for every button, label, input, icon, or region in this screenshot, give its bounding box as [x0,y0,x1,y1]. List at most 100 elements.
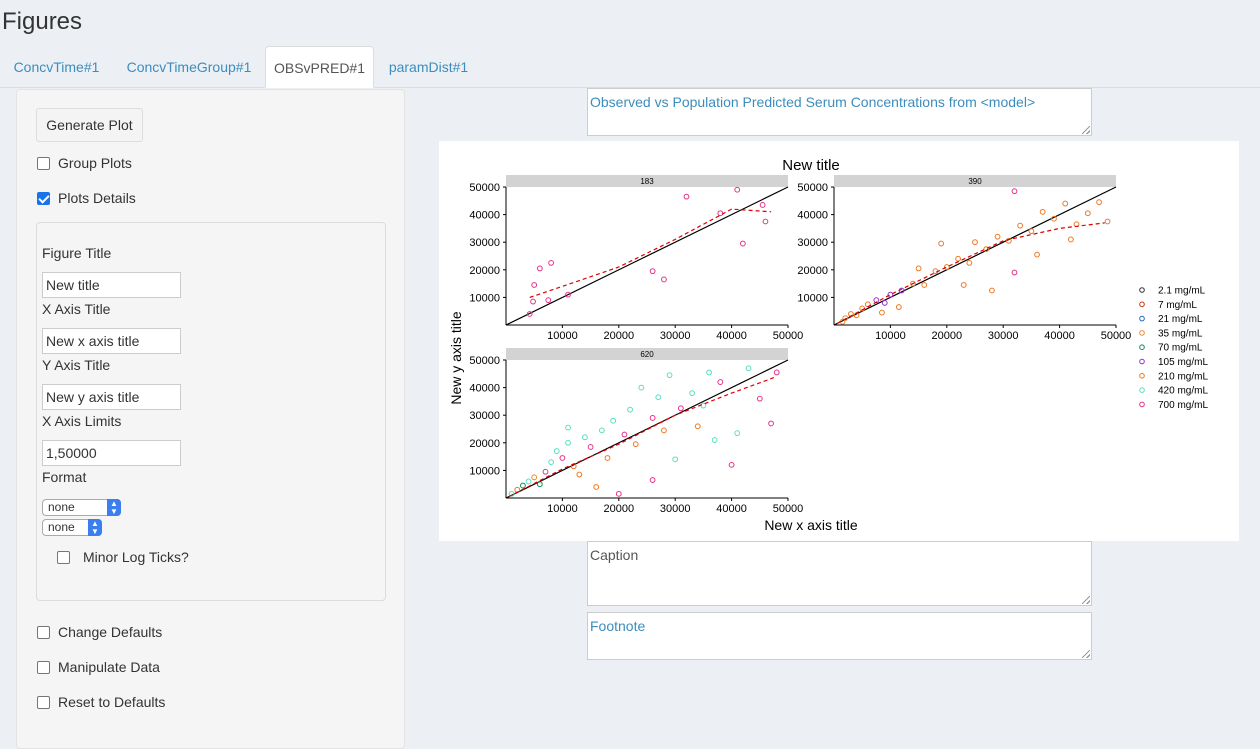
data-point [621,431,628,438]
checkbox-icon[interactable] [37,625,50,639]
data-point [910,280,916,287]
y-tick-label: 20000 [469,438,500,450]
y-tick-label: 20000 [469,265,500,277]
group-plots-checkbox[interactable]: Group Plots [37,155,132,171]
caption-textarea[interactable]: Caption [587,541,1092,606]
plot-area: New title New x axis title New y axis titl… [439,141,1239,541]
reset-defaults-checkbox[interactable]: Reset to Defaults [37,694,165,710]
data-point [661,276,667,283]
data-point [842,315,849,322]
data-point [943,264,950,270]
tab-obsvpred[interactable]: OBSvPRED#1 [265,46,374,88]
checkbox-icon[interactable] [37,660,50,674]
data-point [655,394,662,401]
data-point [1034,251,1040,258]
legend-marker [1139,387,1145,393]
plots-details-checkbox[interactable]: Plots Details [37,190,136,206]
resize-handle-icon[interactable] [1082,596,1090,604]
x-axis-title-input[interactable] [42,328,181,354]
y-tick-label: 30000 [797,237,828,249]
data-point [520,482,526,489]
legend-label: 35 mg/mL [1158,328,1203,339]
minor-log-ticks-label: Minor Log Ticks? [83,549,189,565]
data-point [1051,215,1057,222]
data-point [759,202,766,208]
manipulate-data-checkbox[interactable]: Manipulate Data [37,659,160,675]
resize-handle-icon[interactable] [1082,650,1090,658]
legend-marker [1139,287,1145,293]
format-select-1[interactable]: none ▲ ▼ [42,499,121,516]
x-tick-label: 30000 [988,330,1019,342]
data-point [745,365,752,372]
identity-line [833,186,1117,326]
data-point [694,423,701,430]
data-point [666,372,673,379]
facet-strip [506,175,788,187]
format-label: Format [42,469,87,485]
y-tick-label: 20000 [797,265,828,277]
x-tick-label: 30000 [660,503,691,515]
data-point [604,455,611,461]
facet-strip [506,348,788,360]
manipulate-data-label: Manipulate Data [58,659,160,675]
data-point [514,486,521,493]
data-point [582,434,588,441]
data-point [955,255,961,262]
data-point [734,186,741,193]
legend-label: 7 mg/mL [1158,300,1197,311]
data-point [683,193,690,200]
x-tick-label: 20000 [603,503,634,515]
resize-handle-icon[interactable] [1082,126,1090,134]
x-tick-label: 50000 [773,503,804,515]
figure-title-input[interactable] [42,272,181,298]
x-tick-label: 50000 [773,330,804,342]
data-point [1039,208,1046,215]
checkbox-icon[interactable] [37,695,50,709]
checkbox-icon[interactable] [57,550,70,564]
data-point [1067,236,1074,243]
y-tick-label: 30000 [469,410,500,422]
data-point [711,437,718,443]
legend-label: 210 mg/mL [1158,371,1208,382]
format-select-2[interactable]: none ▲ ▼ [42,519,102,536]
data-point [768,420,774,427]
x-axis-title: New x axis title [764,517,858,533]
data-point [989,287,995,294]
x-tick-label: 40000 [716,503,747,515]
data-point [661,427,667,434]
data-point [994,233,1001,240]
generate-plot-button[interactable]: Generate Plot [36,108,143,142]
y-axis-title-input[interactable] [42,384,181,410]
x-axis-title-label: X Axis Title [42,301,111,317]
legend-marker [1139,315,1145,322]
smooth-line [508,376,777,498]
tab-concvtime[interactable]: ConcvTime#1 [13,59,100,75]
minor-log-ticks-checkbox[interactable]: Minor Log Ticks? [57,549,189,565]
data-point [915,265,922,272]
data-point [593,484,600,490]
figure-title-text: Observed vs Population Predicted Serum C… [590,94,1036,110]
change-defaults-checkbox[interactable]: Change Defaults [37,624,162,640]
data-point [887,291,894,298]
data-point [548,459,555,466]
reset-defaults-label: Reset to Defaults [58,694,166,710]
data-point [728,461,735,468]
x-tick-label: 10000 [547,503,578,515]
tab-concvtimegroup[interactable]: ConcvTimeGroup#1 [126,59,252,75]
data-point [739,240,746,247]
data-point [983,246,990,253]
checkbox-icon[interactable] [37,156,50,170]
legend-marker [1139,373,1145,379]
figure-title-textarea[interactable]: Observed vs Population Predicted Serum C… [587,88,1092,136]
data-point [717,379,724,385]
data-point [526,311,533,317]
data-point [627,406,633,413]
data-point [542,468,549,475]
tab-paramdist[interactable]: paramDist#1 [388,59,469,75]
data-point [879,309,885,316]
checkbox-checked-icon[interactable] [37,191,50,205]
x-tick-label: 10000 [547,330,578,342]
footnote-textarea[interactable]: Footnote [587,612,1092,660]
legend-label: 105 mg/mL [1158,357,1208,368]
x-axis-limits-input[interactable] [42,440,181,466]
